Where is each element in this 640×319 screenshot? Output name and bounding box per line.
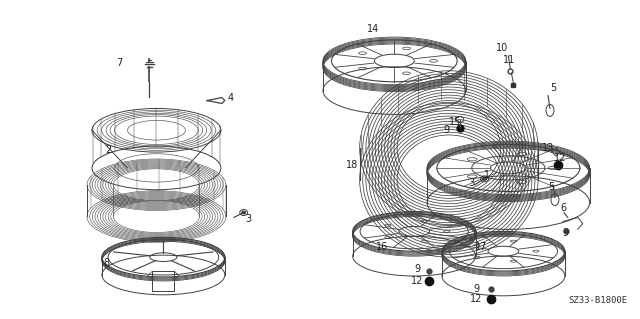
- Text: 9: 9: [444, 125, 450, 135]
- Text: 9: 9: [563, 228, 569, 238]
- Text: 12: 12: [411, 276, 423, 286]
- Text: 15: 15: [449, 117, 461, 127]
- Text: 9: 9: [414, 264, 420, 274]
- Text: 12: 12: [470, 294, 483, 304]
- Text: 14: 14: [367, 24, 380, 34]
- Ellipse shape: [242, 211, 246, 214]
- Text: 7: 7: [116, 58, 123, 68]
- Text: 3: 3: [246, 214, 252, 225]
- Text: 11: 11: [503, 55, 515, 65]
- Text: 13: 13: [542, 143, 554, 153]
- Bar: [152, 271, 174, 291]
- Text: 5: 5: [550, 83, 556, 93]
- Text: 9: 9: [474, 284, 480, 294]
- Text: 6: 6: [561, 203, 567, 212]
- Text: 18: 18: [346, 160, 358, 170]
- Text: 2: 2: [106, 145, 112, 155]
- Text: 17: 17: [476, 242, 488, 252]
- Ellipse shape: [483, 177, 486, 180]
- Text: 10: 10: [496, 43, 509, 53]
- Text: SZ33-B1800E: SZ33-B1800E: [568, 296, 627, 305]
- Text: 3: 3: [468, 178, 475, 188]
- Text: 5: 5: [548, 182, 554, 192]
- Text: 4: 4: [228, 93, 234, 102]
- Text: 8: 8: [104, 258, 110, 268]
- Text: 16: 16: [376, 242, 388, 252]
- Text: 12: 12: [554, 153, 566, 163]
- Text: 1: 1: [483, 170, 490, 180]
